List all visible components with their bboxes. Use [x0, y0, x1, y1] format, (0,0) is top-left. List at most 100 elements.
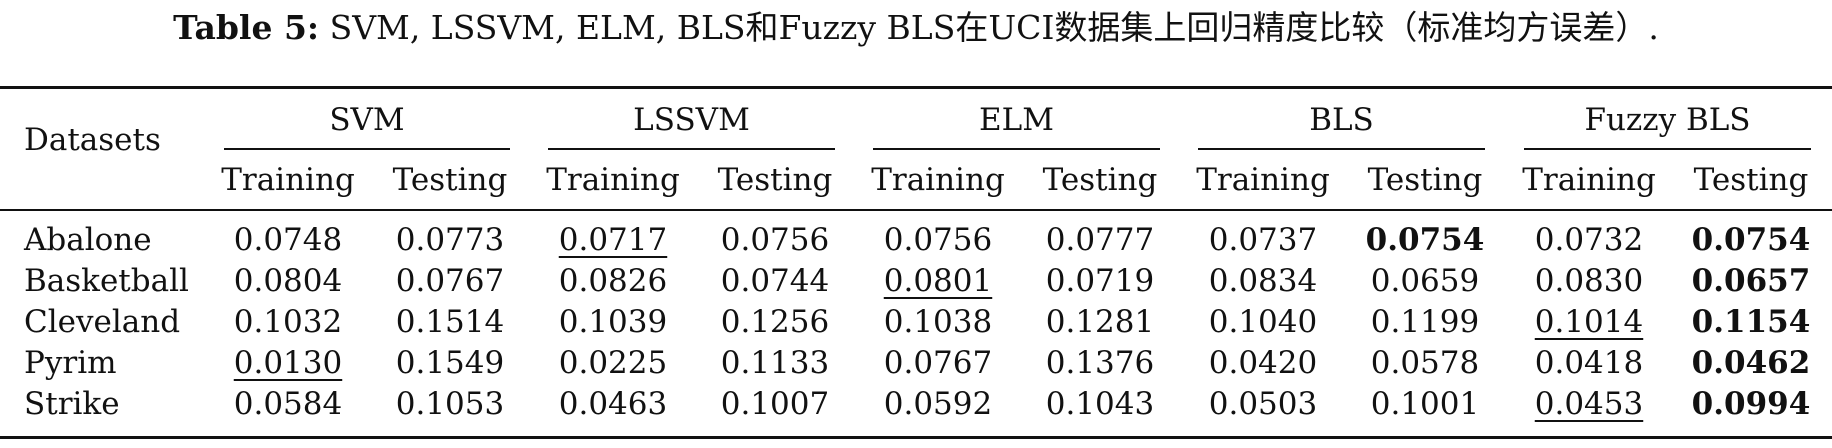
cell-value: 0.0592 [883, 386, 993, 422]
row-dataset-name: Cleveland [24, 304, 181, 340]
cell-value: 0.1199 [1370, 304, 1480, 340]
table-cell: 0.0592 [858, 384, 1018, 424]
cell-value: 0.0756 [720, 222, 830, 258]
cell-value: 0.0578 [1370, 345, 1480, 381]
cell-value: 0.1007 [720, 386, 830, 422]
cell-value: 0.0418 [1534, 345, 1644, 381]
cell-value: 0.1376 [1045, 345, 1155, 381]
method-header: SVM [329, 102, 405, 138]
table-cell: 0.0453 [1509, 384, 1669, 424]
table-cell: 0.1007 [695, 384, 855, 424]
cell-value: 0.0804 [233, 263, 343, 299]
table-cell: 0.0756 [858, 220, 1018, 260]
table-cell: 0.0767 [370, 261, 530, 301]
row-dataset-name: Pyrim [24, 345, 117, 381]
table-cell: 0.1514 [370, 302, 530, 342]
cell-value: 0.0834 [1208, 263, 1318, 299]
cell-value: 0.1038 [883, 304, 993, 340]
cell-value: 0.1549 [395, 345, 505, 381]
table-cell: 0.0719 [1020, 261, 1180, 301]
table-cell: 0.1154 [1671, 302, 1831, 342]
cell-value: 0.1281 [1045, 304, 1155, 340]
table-cell: 0.1014 [1509, 302, 1669, 342]
cell-value: 0.0767 [883, 345, 993, 381]
cell-value: 0.0659 [1370, 263, 1480, 299]
cell-value: 0.0826 [558, 263, 668, 299]
cell-value: 0.0717 [558, 222, 668, 258]
table-cell: 0.1281 [1020, 302, 1180, 342]
cell-value: 0.1256 [720, 304, 830, 340]
table-cell: 0.0804 [208, 261, 368, 301]
table-cell: 0.0420 [1183, 343, 1343, 383]
method-group-rule [873, 148, 1160, 150]
column-subheader: Testing [1693, 162, 1809, 198]
table-cell: 0.0754 [1671, 220, 1831, 260]
cell-value: 0.1043 [1045, 386, 1155, 422]
cell-value: 0.0737 [1208, 222, 1318, 258]
cell-value: 0.1133 [720, 345, 830, 381]
cell-value: 0.0732 [1534, 222, 1644, 258]
table-bottom-rule [0, 436, 1832, 439]
caption-text: SVM, LSSVM, ELM, BLS和Fuzzy BLS在UCI数据集上回归… [329, 8, 1659, 47]
table-cell: 0.0756 [695, 220, 855, 260]
row-dataset-name: Basketball [24, 263, 189, 299]
table-cell: 0.0773 [370, 220, 530, 260]
method-group-rule [1198, 148, 1485, 150]
cell-value: 0.0420 [1208, 345, 1318, 381]
cell-value: 0.0754 [1691, 222, 1811, 258]
cell-value: 0.1040 [1208, 304, 1318, 340]
cell-value: 0.0801 [883, 263, 993, 299]
cell-value: 0.1154 [1691, 304, 1811, 340]
table-cell: 0.0748 [208, 220, 368, 260]
row-dataset-name: Abalone [24, 222, 152, 258]
cell-value: 0.0453 [1534, 386, 1644, 422]
table-caption: Table 5: SVM, LSSVM, ELM, BLS和Fuzzy BLS在… [0, 6, 1832, 50]
cell-value: 0.0463 [558, 386, 668, 422]
column-subheader: Training [871, 162, 1005, 198]
table-cell: 0.1053 [370, 384, 530, 424]
table-top-rule [0, 86, 1832, 89]
method-header: Fuzzy BLS [1584, 102, 1751, 138]
table-cell: 0.1032 [208, 302, 368, 342]
cell-value: 0.0130 [233, 345, 343, 381]
cell-value: 0.0756 [883, 222, 993, 258]
column-subheader: Training [1196, 162, 1330, 198]
cell-value: 0.0777 [1045, 222, 1155, 258]
table-cell: 0.1043 [1020, 384, 1180, 424]
table-cell: 0.0659 [1345, 261, 1505, 301]
cell-value: 0.1032 [233, 304, 343, 340]
table-cell: 0.1001 [1345, 384, 1505, 424]
cell-value: 0.0584 [233, 386, 343, 422]
table-cell: 0.0584 [208, 384, 368, 424]
table-cell: 0.1376 [1020, 343, 1180, 383]
cell-value: 0.1053 [395, 386, 505, 422]
cell-value: 0.0225 [558, 345, 668, 381]
cell-value: 0.0462 [1691, 345, 1811, 381]
column-subheader: Training [546, 162, 680, 198]
table-header-rule [0, 209, 1832, 211]
table-cell: 0.1040 [1183, 302, 1343, 342]
method-group-rule [224, 148, 510, 150]
method-header: LSSVM [633, 102, 750, 138]
table-cell: 0.0767 [858, 343, 1018, 383]
table-cell: 0.0225 [533, 343, 693, 383]
cell-value: 0.0767 [395, 263, 505, 299]
table-cell: 0.0418 [1509, 343, 1669, 383]
cell-value: 0.1039 [558, 304, 668, 340]
table-cell: 0.1256 [695, 302, 855, 342]
cell-value: 0.0748 [233, 222, 343, 258]
column-subheader: Training [1522, 162, 1656, 198]
cell-value: 0.0657 [1691, 263, 1811, 299]
cell-value: 0.1014 [1534, 304, 1644, 340]
table-cell: 0.0744 [695, 261, 855, 301]
cell-value: 0.0773 [395, 222, 505, 258]
method-header: ELM [979, 102, 1054, 138]
cell-value: 0.1514 [395, 304, 505, 340]
column-subheader: Training [221, 162, 355, 198]
table-cell: 0.1133 [695, 343, 855, 383]
method-group-rule [548, 148, 835, 150]
column-subheader: Testing [1367, 162, 1483, 198]
table-cell: 0.0578 [1345, 343, 1505, 383]
cell-value: 0.0719 [1045, 263, 1155, 299]
table-cell: 0.0826 [533, 261, 693, 301]
